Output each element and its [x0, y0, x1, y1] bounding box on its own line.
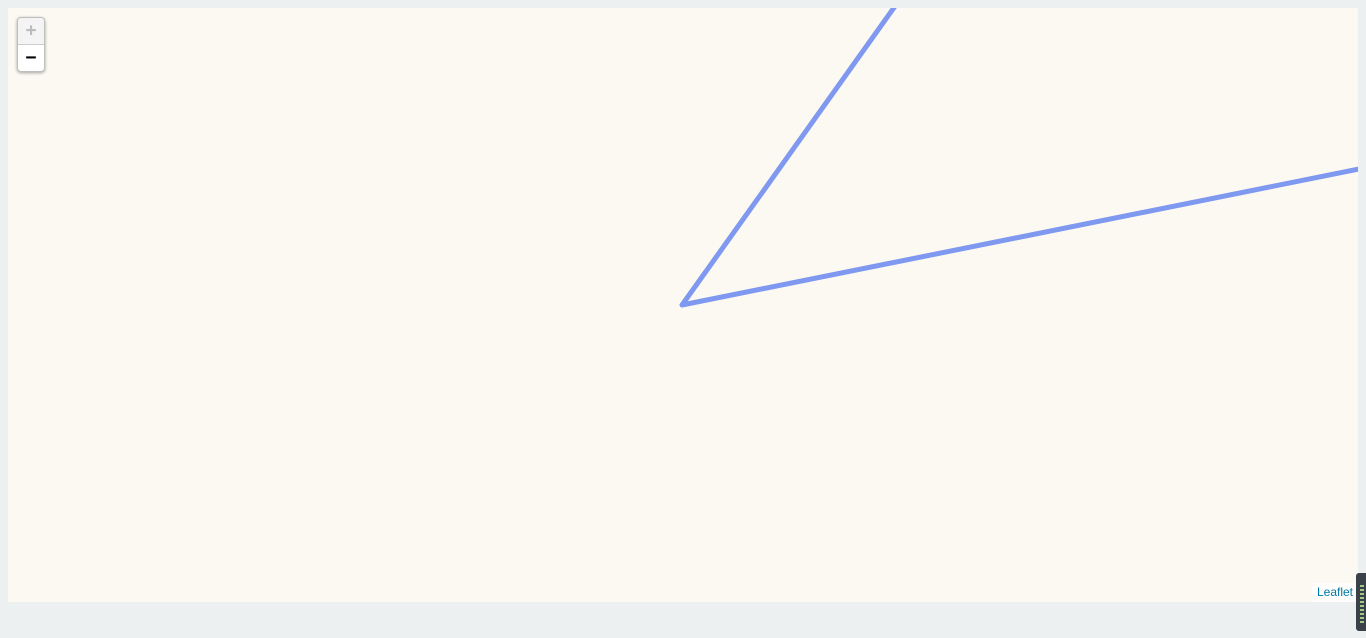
- map-attribution: Leaflet: [1311, 583, 1358, 602]
- zoom-control: + −: [17, 17, 45, 72]
- route-polyline[interactable]: [679, 8, 1358, 308]
- leaflet-attribution-link[interactable]: Leaflet: [1316, 585, 1353, 599]
- route-layer: [679, 8, 1358, 308]
- level-meter-icon[interactable]: [1356, 573, 1366, 631]
- zoom-out-button[interactable]: −: [18, 44, 44, 71]
- map-container[interactable]: + − Leaflet: [8, 8, 1358, 602]
- zoom-in-button[interactable]: +: [18, 18, 44, 44]
